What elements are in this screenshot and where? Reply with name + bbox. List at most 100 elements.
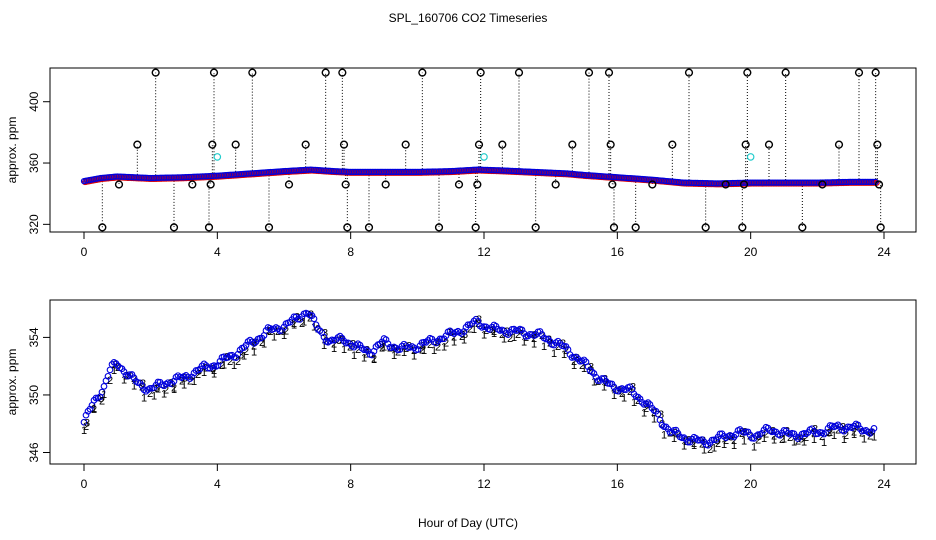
red-digit-label: 1 xyxy=(681,441,687,453)
outlier-black-point xyxy=(401,140,410,149)
blue-digit-label: 3 xyxy=(700,435,706,447)
red-digit-label: 1 xyxy=(571,360,577,372)
outlier-black-point xyxy=(648,180,657,189)
blue-digit-label: 3 xyxy=(280,326,286,338)
red-digit-label: 1 xyxy=(271,332,277,344)
blue-digit-label: 3 xyxy=(378,340,384,352)
blue-point xyxy=(836,423,844,431)
outlier-black-point xyxy=(339,140,349,149)
blue-point xyxy=(242,341,250,349)
blue-point xyxy=(278,327,286,334)
outlier-black-point xyxy=(321,68,330,77)
blue-point xyxy=(842,425,850,433)
blue-point xyxy=(644,399,652,407)
blue-point xyxy=(186,375,194,383)
red-digit-label: 1 xyxy=(341,344,347,356)
green-digit-label: 2 xyxy=(387,342,393,354)
red-digit-label: 1 xyxy=(81,425,87,437)
outlier-black-point xyxy=(584,68,594,77)
red-digit-label: 1 xyxy=(861,434,867,446)
blue-point xyxy=(182,372,190,379)
red-digit-label: 1 xyxy=(281,330,287,342)
blue-point xyxy=(398,342,406,350)
outlier-black-point xyxy=(854,68,864,77)
blue-point xyxy=(250,340,258,347)
outlier-black-point xyxy=(114,180,124,189)
blue-point xyxy=(476,322,484,330)
green-digit-label: 2 xyxy=(227,356,233,368)
red-digit-label: 1 xyxy=(771,434,777,446)
green-digit-label: 2 xyxy=(291,318,297,330)
green-digit-label: 2 xyxy=(323,336,329,348)
cyan-point xyxy=(746,153,755,161)
outlier-black-point xyxy=(764,140,774,149)
red-digit-label: 1 xyxy=(391,350,397,362)
blue-point xyxy=(384,340,392,348)
green-digit-label: 2 xyxy=(99,395,105,407)
outlier-black-point xyxy=(739,180,749,189)
top-y-tick-label: 400 xyxy=(27,91,41,111)
chart-title: SPL_160706 CO2 Timeseries xyxy=(389,11,548,25)
red-digit-label: 1 xyxy=(121,375,127,387)
outlier-black-point xyxy=(781,68,790,77)
blue-digit-label: 3 xyxy=(630,382,636,394)
outlier-black-point xyxy=(208,140,217,149)
green-digit-label: 2 xyxy=(283,326,289,338)
red-digit-label: 1 xyxy=(301,317,307,329)
blue-point xyxy=(848,424,856,432)
blue-point xyxy=(368,351,376,359)
red-digit-label: 1 xyxy=(811,434,817,446)
blue-point xyxy=(188,373,196,381)
outlier-black-point xyxy=(721,180,730,189)
green-digit-label: 2 xyxy=(155,384,161,396)
red-digit-label: 1 xyxy=(161,389,167,401)
blue-digit-label: 3 xyxy=(574,352,580,364)
blue-point xyxy=(470,317,478,325)
blue-point xyxy=(98,388,106,396)
red-digit-label: 1 xyxy=(871,431,877,443)
blue-point xyxy=(352,342,360,349)
outlier-black-point xyxy=(471,223,480,232)
green-digit-label: 2 xyxy=(355,344,361,356)
blue-digit-label: 3 xyxy=(714,435,720,447)
outlier-black-point xyxy=(874,180,884,189)
outlier-black-point xyxy=(264,223,274,232)
red-digit-label: 1 xyxy=(381,341,387,353)
red-digit-label: 1 xyxy=(831,430,837,442)
red-digit-label: 1 xyxy=(741,435,747,447)
blue-point xyxy=(698,436,706,443)
blue-point xyxy=(792,433,800,441)
red-digit-label: 1 xyxy=(441,342,447,354)
green-digit-label: 2 xyxy=(707,444,713,456)
green-digit-label: 2 xyxy=(435,342,441,354)
blue-point xyxy=(584,363,592,371)
outlier-black-point xyxy=(738,223,747,232)
blue-point xyxy=(82,411,90,419)
red-digit-label: 1 xyxy=(621,393,627,405)
red-digit-label: 1 xyxy=(801,436,807,448)
cyan-point xyxy=(213,153,222,161)
blue-point xyxy=(376,340,384,348)
blue-digit-label: 3 xyxy=(238,349,244,361)
blue-point xyxy=(854,421,862,429)
green-digit-label: 2 xyxy=(219,360,225,372)
blue-point xyxy=(634,393,642,401)
outlier-black-point xyxy=(743,68,752,77)
red-digit-label: 1 xyxy=(321,340,327,352)
red-digit-label: 1 xyxy=(331,343,337,355)
green-digit-label: 2 xyxy=(363,348,369,360)
green-digit-label: 2 xyxy=(459,331,465,343)
green-digit-label: 2 xyxy=(667,428,673,440)
green-digit-label: 2 xyxy=(571,356,577,368)
blue-point xyxy=(442,332,450,340)
green-digit-label: 2 xyxy=(763,429,769,441)
blue-point xyxy=(646,401,654,408)
red-digit-label: 1 xyxy=(521,336,527,348)
outlier-black-point xyxy=(609,223,619,232)
blue-point xyxy=(674,429,682,437)
blue-digit-label: 3 xyxy=(336,335,342,347)
outlier-black-point xyxy=(514,68,524,77)
green-digit-label: 2 xyxy=(427,339,433,351)
